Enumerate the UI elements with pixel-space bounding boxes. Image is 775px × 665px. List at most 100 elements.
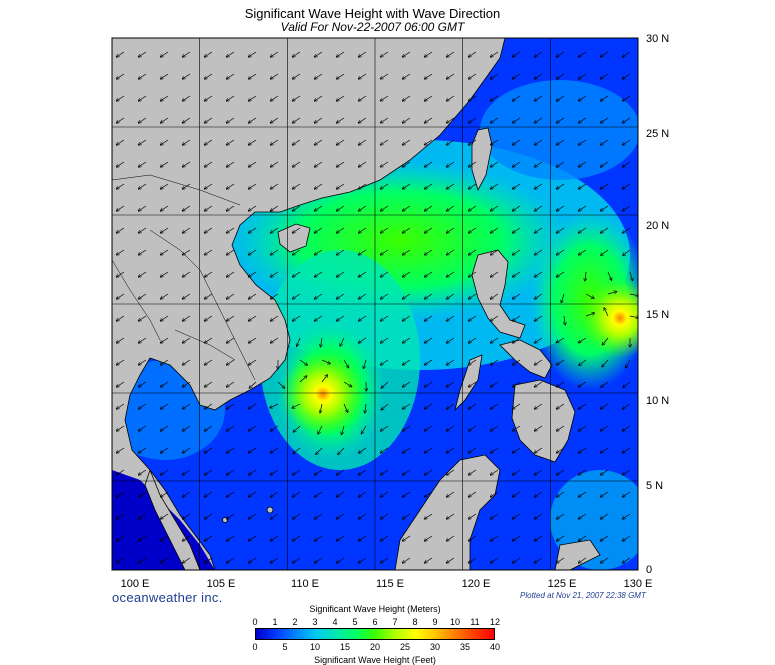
wave-arrow — [138, 51, 147, 57]
wave-arrow — [248, 95, 257, 101]
wave-arrow — [314, 557, 323, 563]
wave-arrow — [358, 205, 367, 211]
wave-arrow — [358, 95, 367, 101]
wave-arrow — [512, 117, 521, 123]
wave-arrow — [270, 447, 279, 453]
wave-arrow — [446, 271, 455, 277]
wave-arrow — [116, 403, 125, 409]
wave-arrow — [468, 183, 477, 189]
wave-arrow — [424, 271, 433, 277]
wave-arrow — [600, 513, 609, 519]
wave-arrow — [160, 491, 169, 497]
wave-arrow — [424, 557, 433, 563]
wave-arrow — [160, 95, 169, 101]
wave-arrow — [380, 425, 389, 431]
wave-arrow — [556, 403, 565, 409]
wave-arrow — [578, 139, 587, 145]
wave-arrow — [226, 403, 235, 409]
wave-arrow — [116, 95, 125, 101]
wave-arrow — [402, 139, 411, 145]
wave-arrow — [160, 117, 169, 123]
lat-label: 25 N — [646, 128, 669, 140]
wave-arrow — [578, 117, 587, 123]
wave-arrow — [314, 161, 323, 167]
lat-label: 10 N — [646, 395, 669, 407]
wave-arrow — [358, 183, 367, 189]
wave-arrow — [116, 205, 125, 211]
wave-arrow — [446, 73, 455, 79]
wave-arrow — [424, 315, 433, 321]
wave-arrow — [512, 557, 521, 563]
wave-arrow — [116, 183, 125, 189]
wave-arrow — [512, 271, 521, 277]
wave-arrow — [424, 249, 433, 255]
wave-arrow — [622, 73, 631, 79]
wave-arrow — [402, 227, 411, 233]
wave-arrow — [336, 227, 345, 233]
wave-arrow — [623, 381, 631, 388]
wave-arrow — [629, 316, 638, 318]
wave-arrow — [336, 51, 345, 57]
mindanao-island — [511, 379, 576, 463]
wave-arrow — [226, 359, 235, 365]
wave-arrow — [490, 535, 499, 541]
wave-arrow — [468, 249, 477, 255]
wave-arrow — [138, 117, 147, 123]
wave-arrow — [182, 557, 191, 563]
wave-arrow — [468, 205, 477, 211]
wave-arrow — [226, 51, 235, 57]
wave-arrow — [182, 491, 191, 497]
wave-arrow — [556, 227, 565, 233]
wave-arrow — [248, 249, 257, 255]
wave-arrow — [579, 359, 587, 365]
wave-arrow — [248, 469, 257, 475]
wave-arrow — [160, 205, 169, 211]
wave-arrow — [534, 161, 543, 167]
wave-arrow — [270, 513, 279, 519]
wave-arrow — [512, 315, 521, 321]
wave-arrow — [424, 337, 433, 343]
wave-arrow — [321, 375, 327, 383]
wave-arrow — [182, 227, 191, 233]
wave-arrow — [556, 205, 565, 211]
wave-arrow — [248, 271, 257, 277]
wave-arrow — [490, 447, 499, 453]
wave-arrow — [402, 337, 411, 343]
wave-arrow — [321, 359, 330, 364]
colorbar-feet-tick: 10 — [309, 642, 321, 652]
wave-arrow — [116, 271, 125, 277]
wave-arrow — [490, 381, 499, 387]
wave-arrow — [534, 359, 543, 365]
wave-arrow — [270, 271, 279, 277]
wave-arrow — [182, 161, 191, 167]
wave-arrow — [160, 513, 169, 519]
colorbar-feet-tick: 40 — [489, 642, 501, 652]
wave-arrow — [358, 117, 367, 123]
wave-arrow — [622, 117, 631, 123]
wave-arrow — [314, 293, 323, 299]
map-title: Significant Wave Height with Wave Direct… — [244, 6, 501, 21]
wave-arrow — [292, 491, 301, 497]
wave-arrow — [534, 249, 543, 255]
wave-direction-arrows — [116, 51, 638, 563]
wave-arrow — [600, 117, 609, 123]
wave-arrow — [160, 315, 169, 321]
wave-arrow — [358, 249, 367, 255]
wave-arrow — [270, 557, 279, 563]
graticule — [112, 38, 638, 570]
wave-arrow — [321, 337, 323, 347]
luzon-island — [471, 249, 526, 339]
wave-arrow — [402, 95, 411, 101]
wave-arrow — [138, 139, 147, 145]
wave-arrow — [600, 557, 609, 563]
wave-arrow — [358, 469, 367, 475]
wave-arrow — [600, 425, 609, 431]
wave-arrow — [622, 139, 631, 145]
wave-arrow — [361, 425, 367, 434]
wave-arrow — [336, 315, 345, 321]
wave-arrow — [342, 425, 345, 435]
wave-arrow — [534, 73, 543, 79]
colorbar-meters-tick: 3 — [312, 617, 318, 627]
wave-arrow — [271, 425, 279, 431]
wave-arrow — [314, 51, 323, 57]
